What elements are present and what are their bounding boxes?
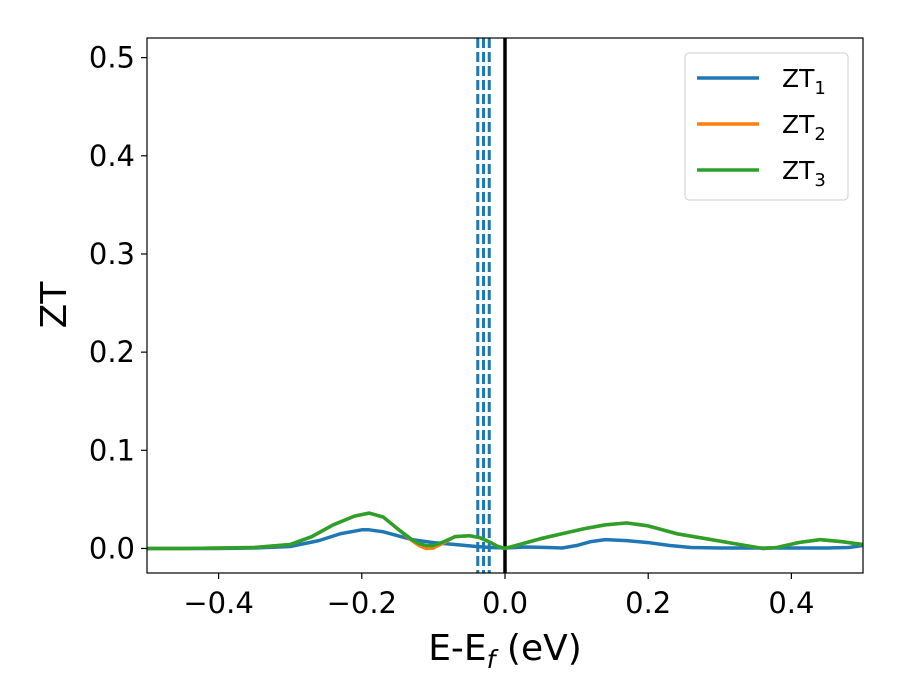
vertical-reference-lines bbox=[476, 38, 507, 573]
series-line-zt3 bbox=[147, 511, 863, 551]
y-tick-label: 0.1 bbox=[89, 433, 135, 467]
y-tick-label: 0.5 bbox=[89, 41, 135, 75]
y-tick-label: 0.4 bbox=[89, 139, 135, 173]
legend-label-zt2: ZT2 bbox=[782, 110, 826, 145]
y-tick-label: 0.3 bbox=[89, 237, 135, 271]
x-axis-title: E-Ef (eV) bbox=[428, 628, 582, 674]
x-tick-label: 0.4 bbox=[768, 586, 814, 620]
legend-items: ZT1 ZT2 ZT3 bbox=[697, 64, 826, 191]
x-tick-label: −0.4 bbox=[183, 586, 253, 620]
x-tick-label: 0.0 bbox=[482, 586, 528, 620]
series-lines bbox=[147, 511, 863, 551]
y-axis-ticks: 0.0 0.1 0.2 0.3 0.4 0.5 bbox=[89, 41, 147, 565]
legend-box bbox=[684, 52, 849, 201]
y-tick-label: 0.2 bbox=[89, 335, 135, 369]
x-tick-label: −0.2 bbox=[327, 586, 397, 620]
legend: ZT1 ZT2 ZT3 bbox=[684, 52, 849, 201]
legend-label-zt3: ZT3 bbox=[782, 156, 826, 191]
x-axis-ticks: −0.4 −0.2 0.0 0.2 0.4 bbox=[183, 573, 814, 620]
y-axis-title: ZT bbox=[34, 281, 75, 329]
y-tick-label: 0.0 bbox=[89, 531, 135, 565]
legend-label-zt1: ZT1 bbox=[782, 64, 826, 99]
x-tick-label: 0.2 bbox=[625, 586, 671, 620]
